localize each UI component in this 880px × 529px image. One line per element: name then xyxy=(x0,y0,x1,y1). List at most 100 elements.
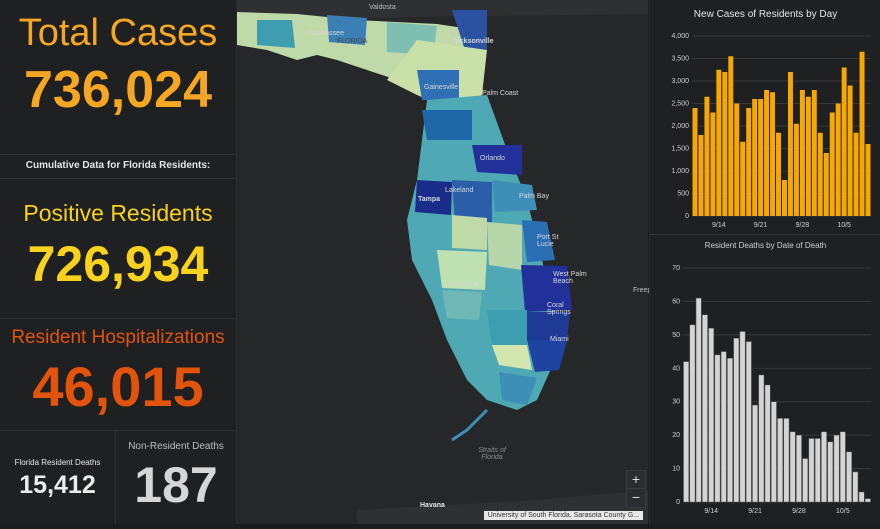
bar xyxy=(789,431,796,503)
bar xyxy=(722,72,728,216)
bar xyxy=(739,331,746,503)
map-label-coral-springs: Coral Springs xyxy=(547,302,571,316)
bar xyxy=(764,384,771,503)
positive-residents-card: Positive Residents 726,934 xyxy=(0,202,236,292)
bar xyxy=(689,324,696,503)
bar xyxy=(683,361,690,503)
y-tick-label: 30 xyxy=(672,399,680,406)
y-tick-label: 4,000 xyxy=(671,33,689,40)
bar xyxy=(695,297,702,503)
bar xyxy=(811,90,817,216)
zoom-in-button[interactable]: + xyxy=(626,470,646,490)
bar xyxy=(698,135,704,216)
bar xyxy=(841,67,847,216)
map-label-west-palm-beach: West Palm Beach xyxy=(553,271,587,285)
y-tick-label: 40 xyxy=(672,365,680,372)
bar xyxy=(839,431,846,503)
bar xyxy=(829,112,835,216)
x-tick-label: 9/14 xyxy=(704,508,718,515)
bar xyxy=(817,132,823,216)
bar xyxy=(853,132,859,216)
hospitalizations-card: Resident Hospitalizations 46,015 xyxy=(0,328,236,415)
divider xyxy=(650,234,880,235)
bar xyxy=(833,434,840,503)
positive-residents-value: 726,934 xyxy=(27,236,209,292)
bar xyxy=(865,144,871,216)
divider xyxy=(0,178,236,179)
bar xyxy=(714,354,721,503)
bar xyxy=(752,404,758,503)
y-tick-label: 2,000 xyxy=(671,123,689,130)
y-tick-label: 20 xyxy=(672,432,680,439)
x-tick-label: 10/5 xyxy=(836,508,850,515)
y-tick-label: 70 xyxy=(672,265,680,272)
map-label-freeport: Freep xyxy=(633,287,652,294)
y-tick-label: 3,000 xyxy=(671,78,689,85)
bar xyxy=(799,90,805,216)
y-tick-label: 60 xyxy=(672,298,680,305)
nonres-deaths-value: 187 xyxy=(134,457,218,513)
bar xyxy=(796,434,802,503)
bar xyxy=(814,438,821,503)
bar xyxy=(720,351,727,503)
total-cases-value: 736,024 xyxy=(24,61,212,119)
bar xyxy=(716,69,722,216)
bar xyxy=(808,438,815,503)
bar xyxy=(821,431,827,503)
nonres-deaths-card: Non-Resident Deaths 187 xyxy=(116,431,236,524)
map-attribution[interactable]: University of South Florida, Sarasota Co… xyxy=(483,511,643,520)
zoom-out-button[interactable]: − xyxy=(626,488,646,508)
x-tick-label: 10/5 xyxy=(837,222,851,229)
map-label-florida: FLORIDA xyxy=(337,38,368,45)
bar xyxy=(764,90,770,216)
bar xyxy=(859,51,865,216)
map-label-palm-bay: Palm Bay xyxy=(519,193,549,200)
resident-deaths-chart[interactable]: 0 10 20 30 40 50 60 70 9/14 9/21 9/28 10/5 xyxy=(650,256,880,524)
divider xyxy=(0,430,236,431)
fl-deaths-card: Florida Resident Deaths 15,412 xyxy=(0,431,116,524)
hospitalizations-label: Resident Hospitalizations xyxy=(11,327,225,348)
map-label-orlando: Orlando xyxy=(480,155,505,162)
bar xyxy=(858,491,865,503)
bar xyxy=(710,112,716,216)
y-tick-label: 0 xyxy=(685,213,689,220)
bar xyxy=(758,99,764,216)
divider xyxy=(0,154,236,155)
bar xyxy=(823,153,829,216)
bar xyxy=(852,471,859,503)
map-label-tallahassee: Tallahassee xyxy=(307,30,344,37)
new-cases-chart[interactable]: 0 500 1,000 1,500 2,000 2,500 3,000 3,500 4,000 9… xyxy=(650,20,880,235)
bar xyxy=(746,108,752,216)
bar xyxy=(835,103,841,216)
x-tick-label: 9/21 xyxy=(754,222,768,229)
x-tick-label: 9/21 xyxy=(748,508,762,515)
bar xyxy=(692,108,698,216)
y-tick-label: 50 xyxy=(672,332,680,339)
map-canvas[interactable] xyxy=(237,0,648,524)
charts-panel: New Cases of Residents by Day 0 500 1,000 1… xyxy=(649,0,880,524)
x-tick-label: 9/28 xyxy=(792,508,806,515)
bar xyxy=(727,358,733,503)
bar xyxy=(770,92,776,216)
bar xyxy=(864,498,871,503)
bar xyxy=(805,96,811,216)
bar xyxy=(802,458,809,503)
bar xyxy=(770,401,777,503)
y-tick-label: 1,000 xyxy=(671,168,689,175)
bar xyxy=(777,418,784,503)
bar xyxy=(702,314,708,503)
bar xyxy=(782,180,787,216)
map-label-gainesville: Gainesville xyxy=(424,84,459,91)
total-cases-label: Total Cases xyxy=(18,12,218,54)
bar xyxy=(846,451,852,503)
y-tick-label: 3,500 xyxy=(671,56,689,63)
florida-map[interactable]: Valdosta Tallahassee FLORIDA Jacksonvill… xyxy=(237,0,652,524)
map-label-cape-coral: Cape Coral xyxy=(443,281,479,288)
bar xyxy=(793,123,799,216)
bar xyxy=(847,85,853,216)
map-label-tampa: Tampa xyxy=(418,196,441,203)
bar xyxy=(728,56,734,216)
map-label-jacksonville: Jacksonville xyxy=(452,38,494,45)
bar xyxy=(758,374,765,503)
bar xyxy=(752,99,758,216)
